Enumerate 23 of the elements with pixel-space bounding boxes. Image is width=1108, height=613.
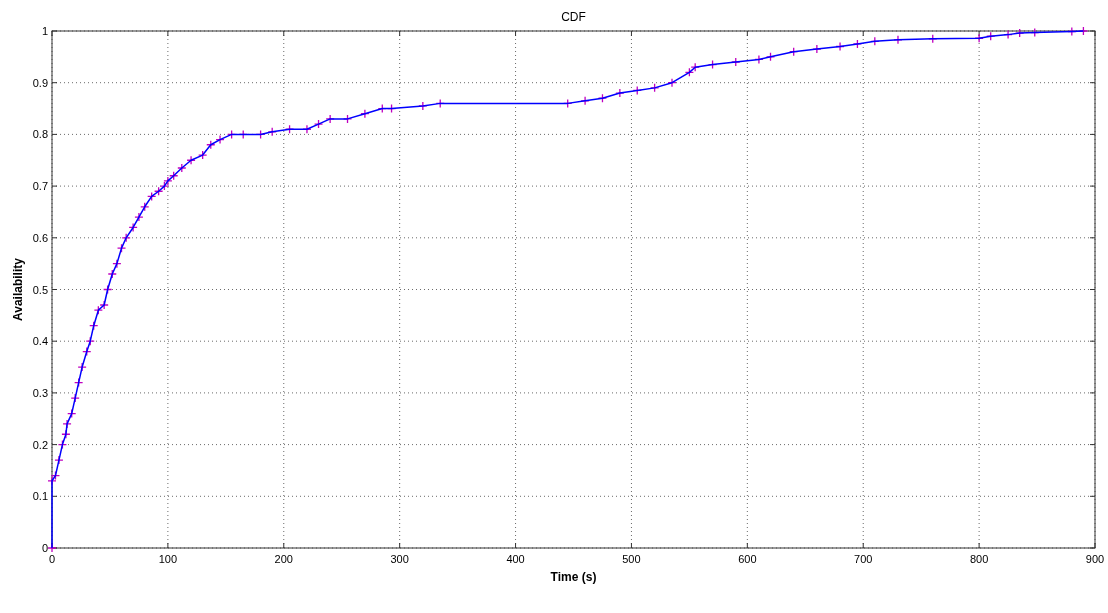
x-tick-label: 600: [738, 553, 757, 565]
y-tick-label: 0.1: [32, 490, 48, 503]
y-axis-title: Availability: [11, 257, 25, 321]
x-axis-title: Time (s): [550, 570, 597, 584]
y-tick-label: 0.9: [32, 76, 48, 89]
y-tick-label: 0.7: [32, 180, 48, 193]
y-tick-label: 0: [41, 542, 48, 554]
y-tick-label: 0.4: [32, 335, 48, 348]
x-tick-label: 900: [1085, 553, 1105, 565]
y-tick-label: 0.8: [32, 128, 48, 141]
x-tick-label: 800: [969, 553, 989, 565]
x-tick-label: 100: [158, 553, 178, 565]
x-tick-label: 700: [854, 553, 873, 565]
x-tick-label: 500: [622, 553, 641, 565]
y-tick-label: 1: [41, 25, 48, 37]
y-tick-label: 0.5: [32, 283, 48, 296]
y-tick-label: 0.3: [32, 386, 48, 399]
x-tick-label: 300: [390, 553, 409, 565]
y-tick-label: 0.6: [32, 231, 48, 244]
x-tick-label: 200: [274, 553, 293, 565]
x-tick-label: 400: [506, 553, 525, 565]
chart-title: CDF: [561, 10, 586, 24]
y-tick-label: 0.2: [32, 438, 48, 451]
